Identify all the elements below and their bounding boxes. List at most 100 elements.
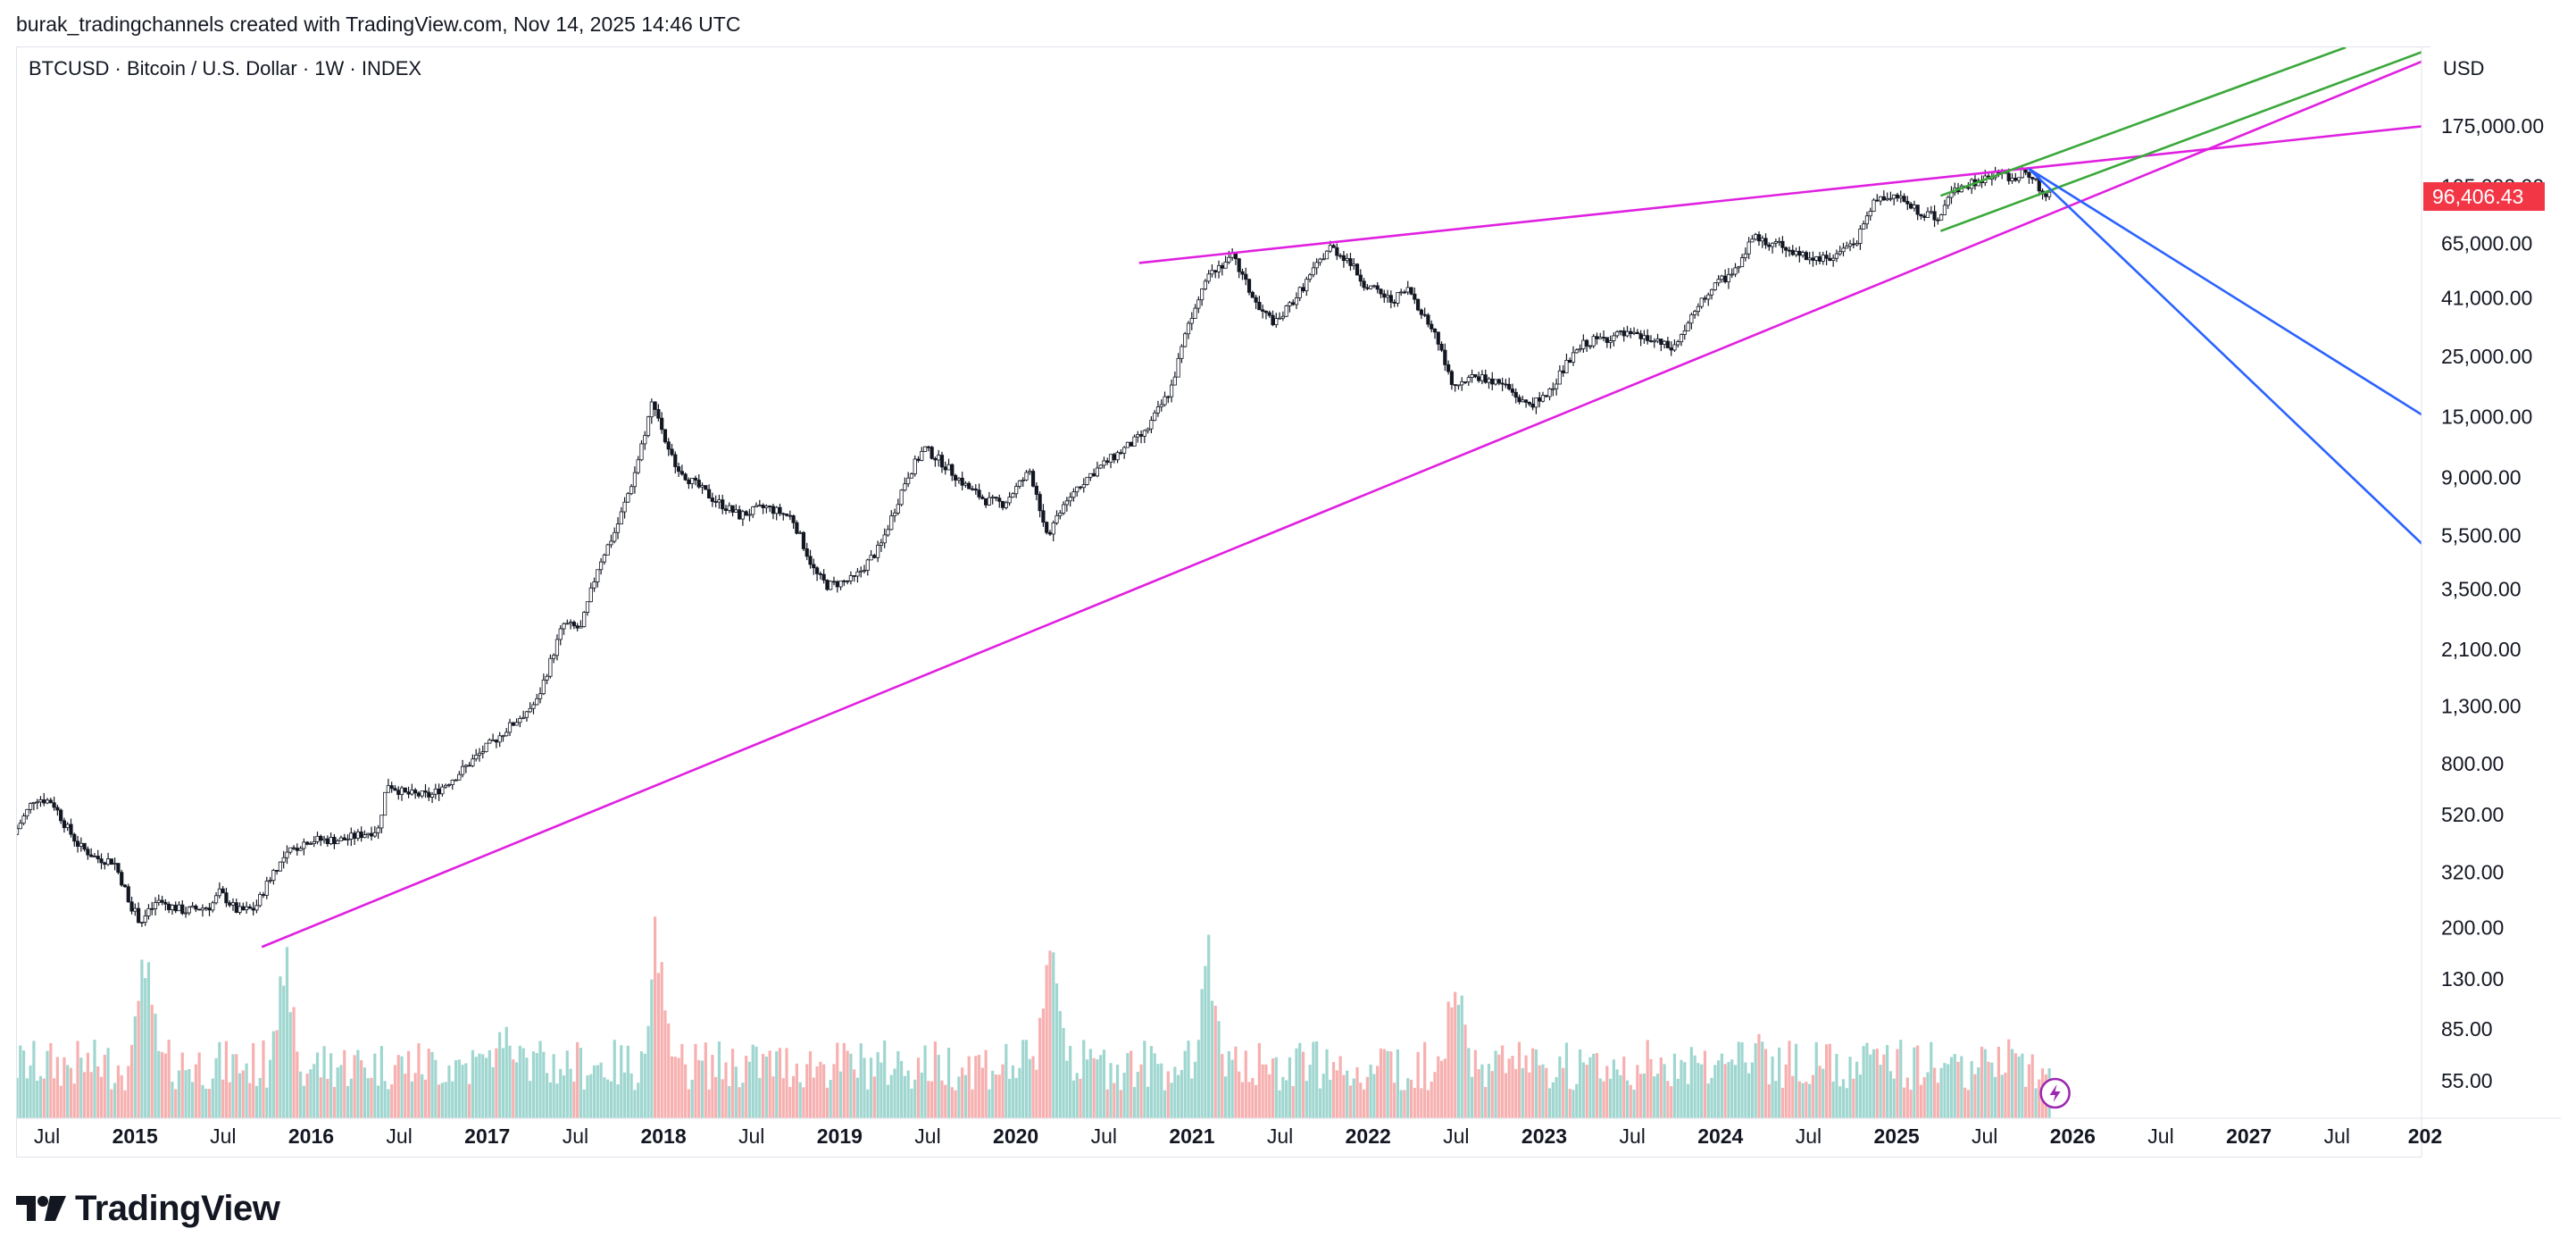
candle-body bbox=[1754, 234, 1758, 240]
volume-bar bbox=[46, 1050, 49, 1118]
candle-body bbox=[1847, 243, 1853, 247]
candle-body bbox=[1047, 531, 1053, 535]
candle-body bbox=[511, 722, 515, 726]
volume-bar bbox=[194, 1064, 197, 1118]
y-tick-label: 85.00 bbox=[2441, 1017, 2493, 1041]
candle-body bbox=[626, 493, 630, 503]
volume-bar bbox=[1312, 1041, 1315, 1118]
candle-body bbox=[541, 679, 546, 695]
volume-bar bbox=[478, 1053, 481, 1118]
volume-bar bbox=[1463, 1024, 1467, 1118]
candle-body bbox=[1517, 397, 1521, 403]
volume-bar bbox=[427, 1049, 430, 1118]
candle-body bbox=[548, 657, 553, 677]
volume-bar bbox=[808, 1050, 813, 1118]
volume-bar bbox=[974, 1056, 978, 1118]
candle-body bbox=[194, 905, 198, 910]
candle-body bbox=[1530, 403, 1535, 408]
candle-body bbox=[1888, 197, 1893, 200]
candle-body bbox=[656, 409, 661, 419]
candle-body bbox=[319, 835, 323, 841]
candle-body bbox=[1396, 292, 1400, 304]
alert-lightning-icon[interactable] bbox=[2039, 1077, 2071, 1109]
volume-bar bbox=[1858, 1074, 1862, 1118]
candle-body bbox=[1540, 395, 1546, 402]
volume-bar bbox=[677, 1058, 680, 1118]
volume-bar bbox=[1960, 1056, 1963, 1118]
volume-bar bbox=[1632, 1090, 1636, 1118]
volume-bar bbox=[1470, 1076, 1474, 1118]
candle-body bbox=[1311, 267, 1315, 276]
candle-body bbox=[906, 477, 911, 485]
volume-bar bbox=[906, 1070, 910, 1118]
candle-body bbox=[363, 834, 367, 839]
volume-bar bbox=[1288, 1057, 1292, 1118]
volume-bar bbox=[855, 1077, 860, 1118]
candle-body bbox=[1618, 330, 1623, 332]
candle-body bbox=[488, 740, 492, 744]
volume-bar bbox=[1018, 1067, 1021, 1118]
volume-bar bbox=[1639, 1074, 1643, 1118]
candle-body bbox=[312, 841, 316, 844]
candle-body bbox=[484, 742, 488, 753]
x-tick-label: Jul bbox=[210, 1124, 236, 1148]
volume-bar bbox=[1562, 1067, 1565, 1118]
volume-bar bbox=[137, 1000, 140, 1118]
candle-body bbox=[497, 735, 502, 743]
tradingview-logo[interactable]: TradingView bbox=[16, 1186, 280, 1231]
candle-body bbox=[1821, 255, 1825, 262]
candle-body bbox=[1881, 196, 1886, 201]
candle-body bbox=[1797, 250, 1802, 256]
volume-bar bbox=[704, 1042, 707, 1118]
volume-bar bbox=[360, 1060, 363, 1118]
candle-body bbox=[1098, 464, 1103, 469]
volume-bar bbox=[63, 1057, 66, 1118]
candle-body bbox=[1598, 337, 1603, 339]
candle-body bbox=[1385, 295, 1390, 298]
candle-body bbox=[1432, 328, 1438, 333]
volume-bar bbox=[1132, 1087, 1137, 1118]
volume-bar bbox=[751, 1044, 754, 1118]
volume-bar bbox=[1990, 1062, 1994, 1118]
volume-bar bbox=[900, 1060, 904, 1118]
candle-body bbox=[1638, 333, 1643, 339]
candle-body bbox=[717, 499, 721, 503]
volume-bar bbox=[711, 1054, 714, 1118]
volume-bar bbox=[96, 1066, 100, 1118]
candle-body bbox=[1612, 335, 1616, 341]
volume-bar bbox=[2017, 1056, 2021, 1118]
volume-bar bbox=[258, 1077, 262, 1118]
volume-bar bbox=[1014, 1077, 1018, 1118]
volume-bar bbox=[1088, 1049, 1092, 1118]
volume-bar bbox=[613, 1040, 616, 1118]
y-tick-label: 130.00 bbox=[2441, 967, 2504, 991]
volume-bar bbox=[423, 1079, 428, 1118]
volume-bar bbox=[629, 1073, 633, 1118]
x-tick-label: Jul bbox=[34, 1124, 60, 1148]
symbol-legend[interactable]: BTCUSD · Bitcoin / U.S. Dollar · 1W · IN… bbox=[29, 57, 422, 79]
currency-label[interactable]: USD bbox=[2430, 46, 2561, 91]
candle-body bbox=[1216, 264, 1221, 272]
candle-body bbox=[1453, 384, 1457, 386]
volume-bar bbox=[498, 1032, 502, 1118]
candle-body bbox=[1912, 205, 1916, 209]
candle-body bbox=[565, 623, 570, 625]
candle-body bbox=[1662, 340, 1667, 346]
volume-bar bbox=[1771, 1056, 1774, 1118]
candle-body bbox=[35, 801, 39, 804]
volume-bar bbox=[663, 1010, 667, 1118]
volume-bar bbox=[745, 1055, 748, 1118]
volume-bar bbox=[761, 1053, 765, 1118]
candle-body bbox=[213, 895, 219, 904]
candle-body bbox=[872, 555, 877, 558]
candle-body bbox=[1838, 251, 1842, 255]
volume-bar bbox=[356, 1049, 360, 1118]
volume-bar bbox=[440, 1083, 444, 1118]
candle-body bbox=[1284, 305, 1288, 317]
candle-body bbox=[1682, 330, 1687, 335]
volume-bar bbox=[52, 1078, 56, 1118]
volume-bar bbox=[734, 1066, 738, 1118]
volume-bar bbox=[1740, 1041, 1744, 1118]
candle-body bbox=[1676, 341, 1680, 346]
